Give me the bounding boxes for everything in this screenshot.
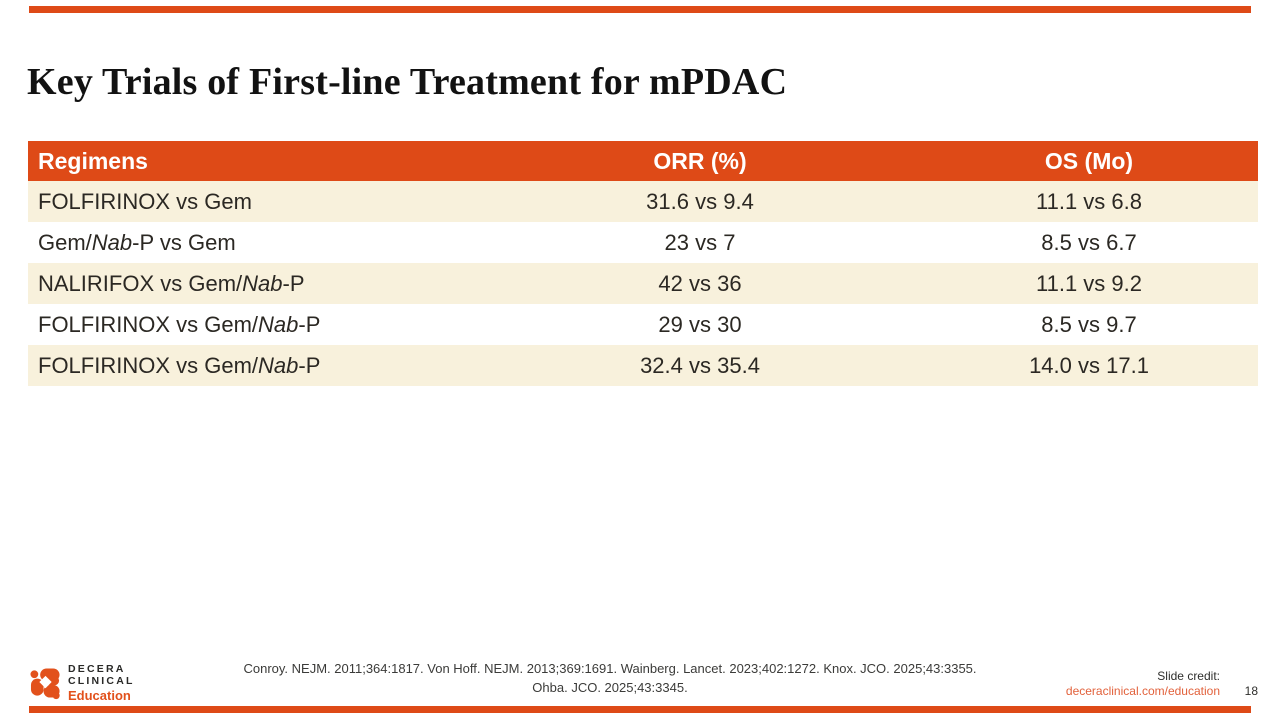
os-cell: 11.1 vs 9.2	[1036, 270, 1142, 296]
slide-credit-link[interactable]: deceraclinical.com/education	[1065, 684, 1220, 698]
header-regimens: Regimens	[38, 147, 148, 174]
table-row: FOLFIRINOX vs Gem/Nab-P 29 vs 30 8.5 vs …	[28, 304, 1258, 345]
table-row: FOLFIRINOX vs Gem/Nab-P 32.4 vs 35.4 14.…	[28, 345, 1258, 386]
orr-cell: 23 vs 7	[664, 229, 736, 255]
regimen-cell: FOLFIRINOX vs Gem	[38, 188, 252, 214]
trials-table: Regimens ORR (%) OS (Mo) FOLFIRINOX vs G…	[28, 141, 1258, 386]
os-cell: 14.0 vs 17.1	[1029, 352, 1149, 378]
logo-education-text: Education	[68, 688, 131, 703]
footer-citation: Conroy. NEJM. 2011;364:1817. Von Hoff. N…	[185, 659, 1035, 697]
table-row: Gem/Nab-P vs Gem 23 vs 7 8.5 vs 6.7	[28, 222, 1258, 263]
orr-cell: 42 vs 36	[658, 270, 742, 296]
logo-decera-text: DECERA	[68, 663, 126, 675]
decera-logo-icon	[30, 666, 61, 701]
bottom-accent-bar	[29, 706, 1251, 713]
page-number: 18	[1244, 684, 1258, 698]
regimen-cell: Gem/Nab-P vs Gem	[38, 229, 236, 255]
slide-credit: Slide credit: deceraclinical.com/educati…	[1066, 669, 1220, 699]
top-accent-bar	[29, 6, 1251, 13]
page-title: Key Trials of First-line Treatment for m…	[27, 61, 788, 103]
os-cell: 8.5 vs 9.7	[1041, 311, 1137, 337]
slide-credit-label: Slide credit:	[1157, 669, 1220, 683]
header-os: OS (Mo)	[1044, 147, 1134, 174]
table-row: FOLFIRINOX vs Gem 31.6 vs 9.4 11.1 vs 6.…	[28, 181, 1258, 222]
decera-logo: DECERA CLINICAL Education	[30, 663, 135, 703]
citation-line-2: Ohba. JCO. 2025;43:3345.	[532, 680, 688, 695]
regimen-cell: FOLFIRINOX vs Gem/Nab-P	[38, 352, 321, 378]
os-cell: 8.5 vs 6.7	[1041, 229, 1137, 255]
table-header-row: Regimens ORR (%) OS (Mo)	[28, 141, 1258, 181]
orr-cell: 32.4 vs 35.4	[640, 352, 760, 378]
table-row: NALIRIFOX vs Gem/Nab-P 42 vs 36 11.1 vs …	[28, 263, 1258, 304]
logo-clinical-text: CLINICAL	[68, 675, 135, 687]
regimen-cell: FOLFIRINOX vs Gem/Nab-P	[38, 311, 321, 337]
citation-line-1: Conroy. NEJM. 2011;364:1817. Von Hoff. N…	[243, 661, 977, 676]
orr-cell: 31.6 vs 9.4	[646, 188, 754, 214]
orr-cell: 29 vs 30	[658, 311, 742, 337]
os-cell: 11.1 vs 6.8	[1036, 188, 1142, 214]
regimen-cell: NALIRIFOX vs Gem/Nab-P	[38, 270, 305, 296]
header-orr: ORR (%)	[653, 147, 747, 174]
